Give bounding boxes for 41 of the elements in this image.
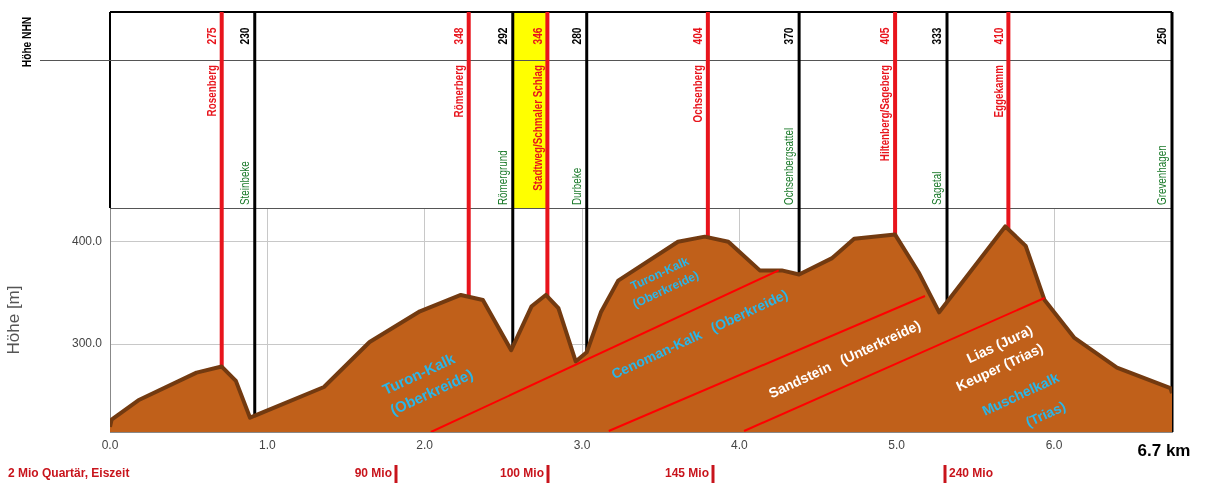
- ref-line-label: Grevenhagen: [1155, 145, 1169, 205]
- x-tick-label: 6.0: [1045, 437, 1063, 452]
- ref-line-label: Rosenberg: [205, 65, 219, 117]
- x-tick-label: 1.0: [258, 437, 276, 452]
- y-tick-label: 300.0: [71, 336, 103, 351]
- x-tick-label: 5.0: [888, 437, 906, 452]
- x-tick-label: 3.0: [573, 437, 591, 452]
- text: 100 Mio: [499, 466, 544, 481]
- annotation: 280: [570, 27, 584, 45]
- x-tick-label: 2.0: [416, 437, 434, 452]
- annotation: 346: [530, 27, 544, 45]
- annotation: 333: [930, 27, 944, 45]
- text: 2 Mio Quartär, Eiszeit: [8, 466, 130, 481]
- ref-line-label: Sagetal: [930, 171, 944, 205]
- x-axis-title: 6.7 km: [1137, 440, 1191, 460]
- ref-line-label: Eggekamm: [991, 64, 1005, 118]
- annotation: 410: [991, 27, 1005, 45]
- annotation: 370: [782, 27, 796, 45]
- annotation: 275: [205, 27, 219, 45]
- annotation: 230: [238, 27, 252, 45]
- ref-line-label: Ochsenbergsattel: [782, 127, 796, 205]
- annotation: 404: [691, 26, 705, 45]
- x-tick-label: 4.0: [730, 437, 748, 452]
- annotation: 405: [878, 27, 892, 45]
- ref-line-label: Hiltenberg/Sageberg: [878, 65, 892, 162]
- text: Höhe NHN: [20, 16, 34, 68]
- annotation: 250: [1155, 27, 1169, 45]
- annotation: 292: [496, 27, 510, 45]
- y-tick-label: 400.0: [71, 234, 103, 249]
- ref-line-label: Ochsenberg: [691, 65, 705, 123]
- text: 90 Mio: [354, 466, 392, 481]
- text: 240 Mio: [949, 466, 994, 481]
- ref-line-label: Durbeke: [570, 167, 584, 205]
- text: 145 Mio: [664, 466, 709, 481]
- ref-line-label: Römergrund: [496, 150, 510, 205]
- annotation: 348: [452, 27, 466, 45]
- y-axis-title: Höhe [m]: [3, 285, 23, 355]
- x-tick-label: 0.0: [101, 437, 119, 452]
- ref-line-label: Römerberg: [452, 65, 466, 118]
- ref-line-label: Stadtweg/Schmaler Schlag: [530, 65, 544, 191]
- ref-line-label: Steinbeke: [238, 161, 252, 205]
